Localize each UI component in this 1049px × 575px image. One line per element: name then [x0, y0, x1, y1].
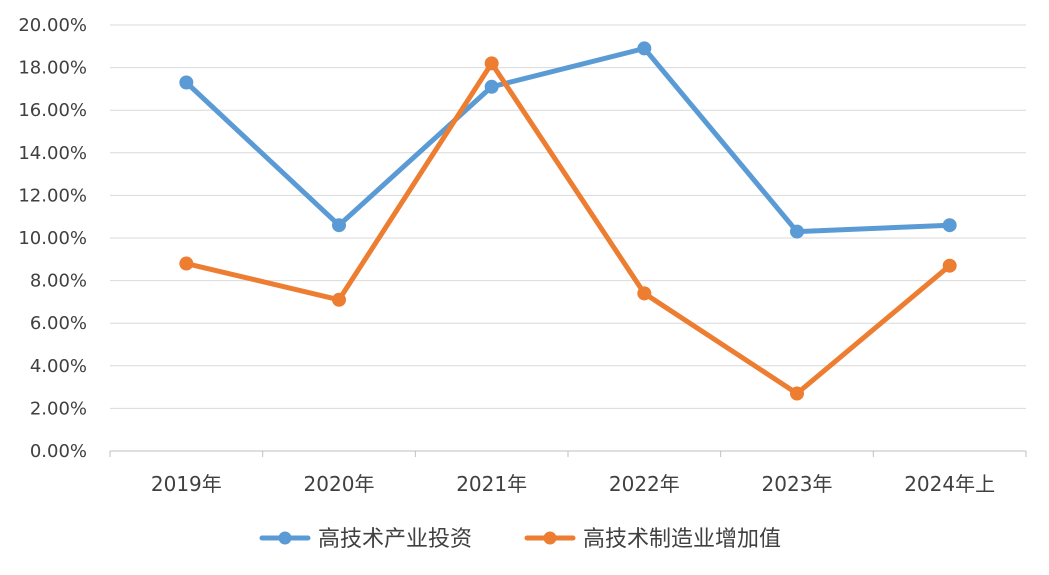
- legend-marker-2: [543, 531, 557, 545]
- y-tick-label: 18.00%: [18, 58, 87, 79]
- data-point: [637, 41, 652, 56]
- data-point: [790, 386, 804, 401]
- x-tick-label: 2019年: [151, 472, 222, 496]
- data-point: [942, 218, 957, 233]
- x-tick-label: 2024年上: [904, 472, 995, 496]
- data-point: [179, 75, 194, 90]
- y-tick-label: 14.00%: [18, 143, 87, 164]
- y-tick-label: 6.00%: [30, 313, 87, 334]
- y-tick-label: 2.00%: [30, 398, 87, 419]
- data-point: [637, 286, 652, 301]
- x-tick-label: 2023年: [762, 472, 833, 496]
- series-line-1: [183, 45, 953, 235]
- legend: 高技术产业投资 高技术制造业增加值: [259, 527, 781, 552]
- series-line-2: [183, 60, 953, 396]
- y-tick-label: 16.00%: [18, 100, 87, 121]
- data-point: [790, 224, 804, 239]
- data-point: [484, 56, 499, 71]
- x-tick-label: 2020年: [304, 472, 375, 496]
- y-tick-label: 8.00%: [30, 271, 87, 292]
- legend-label-1: 高技术产业投资: [318, 527, 472, 552]
- y-axis-tick-labels: 0.00% 2.00% 4.00% 6.00% 8.00% 10.00% 12.00% 14.…: [18, 15, 87, 462]
- data-point: [942, 258, 957, 273]
- data-point: [179, 256, 194, 271]
- legend-marker-1: [278, 531, 292, 545]
- data-point: [332, 292, 346, 307]
- x-axis-tick-labels: 2019年 2020年 2021年 2022年 2023年 2024年上: [151, 472, 995, 496]
- y-tick-label: 4.00%: [30, 356, 87, 377]
- y-tick-label: 10.00%: [18, 228, 87, 249]
- gridlines: [109, 24, 1027, 457]
- data-point: [332, 218, 346, 233]
- data-point: [484, 79, 499, 94]
- x-tick-label: 2021年: [456, 472, 527, 496]
- y-tick-label: 0.00%: [30, 441, 87, 462]
- legend-label-2: 高技术制造业增加值: [583, 527, 781, 552]
- x-tick-label: 2022年: [609, 472, 680, 496]
- series-lines: [179, 41, 957, 401]
- y-tick-label: 12.00%: [18, 185, 87, 206]
- y-tick-label: 20.00%: [18, 15, 87, 36]
